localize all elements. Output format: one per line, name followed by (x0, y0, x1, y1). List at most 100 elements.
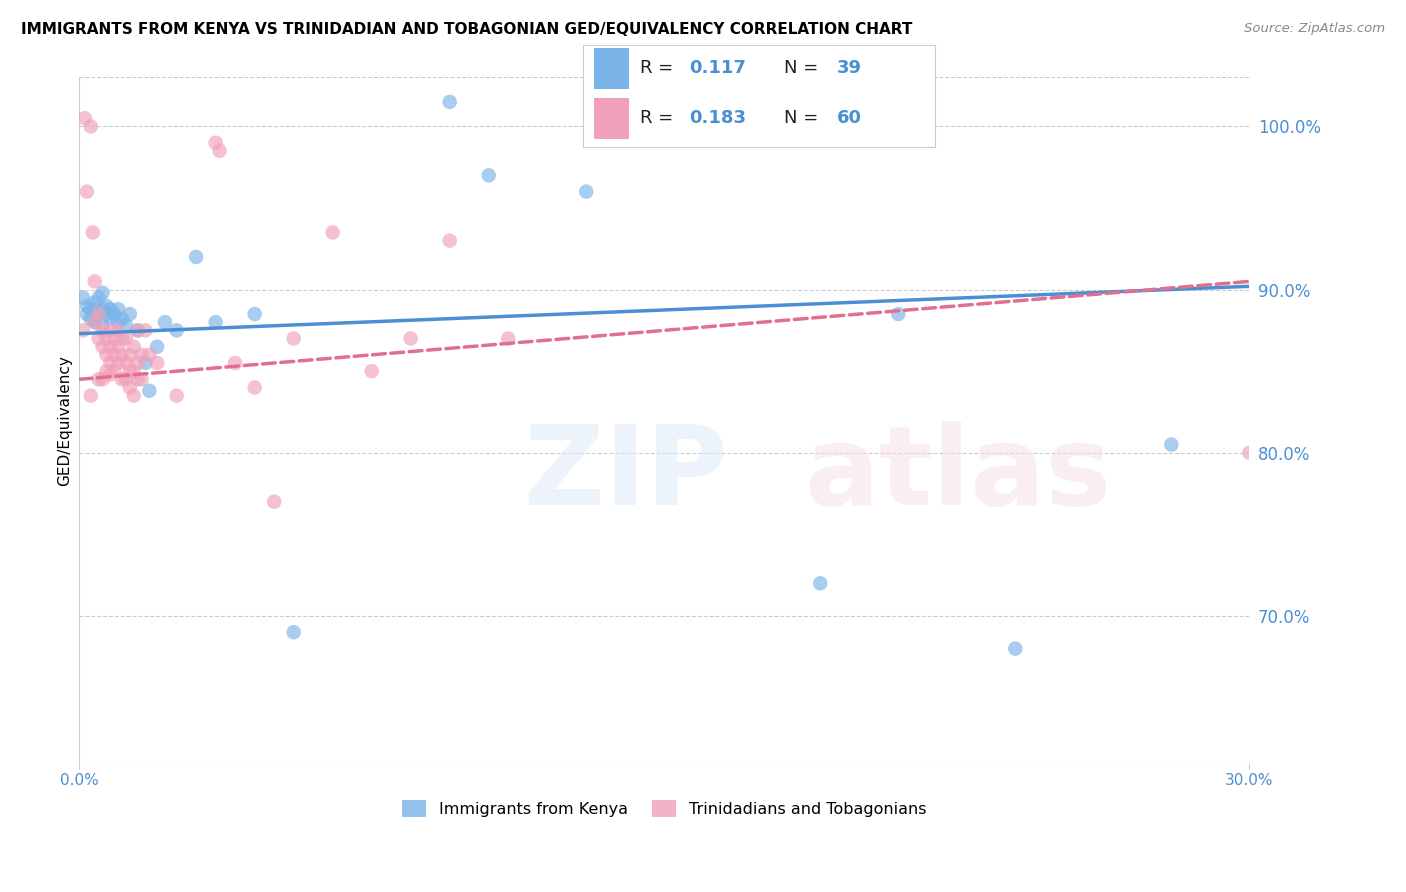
Text: ZIP: ZIP (524, 421, 727, 528)
Bar (593, 98, 630, 139)
Point (96, 299, 118, 313)
Point (204, 136, 226, 150)
Point (263, 494, 285, 508)
Point (122, 340, 145, 354)
Point (98, 368, 121, 382)
Text: 60: 60 (837, 110, 862, 128)
Point (322, 226, 344, 240)
Point (91, 285, 114, 300)
Point (87, 332, 110, 346)
Point (98, 312, 121, 326)
Point (127, 323, 149, 337)
Point (243, 307, 266, 321)
Point (96, 348, 118, 362)
Point (103, 307, 125, 321)
Point (115, 332, 138, 346)
Point (118, 348, 141, 362)
Point (115, 318, 138, 333)
Point (208, 144, 231, 158)
Point (107, 302, 129, 317)
Point (91, 323, 114, 337)
Point (103, 364, 125, 378)
Point (186, 250, 208, 264)
Point (283, 625, 305, 640)
Text: R =: R = (640, 110, 679, 128)
Point (107, 315, 129, 329)
Point (122, 364, 145, 378)
Point (131, 372, 153, 386)
Point (138, 384, 160, 398)
Point (138, 348, 160, 362)
Point (153, 315, 176, 329)
Point (118, 307, 141, 321)
Text: 0.117: 0.117 (689, 59, 745, 78)
Point (134, 323, 156, 337)
Point (80, 312, 103, 326)
Point (887, 307, 910, 321)
Point (73, 112, 96, 126)
Point (575, 185, 598, 199)
Point (111, 348, 134, 362)
Point (96, 307, 118, 321)
Text: 39: 39 (837, 59, 862, 78)
Point (134, 356, 156, 370)
Point (107, 323, 129, 337)
Point (283, 332, 305, 346)
Point (91, 340, 114, 354)
Point (111, 372, 134, 386)
Point (107, 356, 129, 370)
Point (80, 389, 103, 403)
Point (496, 332, 519, 346)
Point (76, 307, 98, 321)
Point (204, 315, 226, 329)
Bar (593, 47, 630, 88)
Point (96, 332, 118, 346)
Point (83, 295, 105, 310)
Point (146, 356, 169, 370)
Point (115, 356, 138, 370)
Point (118, 380, 141, 394)
Point (98, 340, 121, 354)
Point (91, 302, 114, 317)
Point (111, 312, 134, 326)
Text: 0.183: 0.183 (689, 110, 747, 128)
Point (127, 356, 149, 370)
Point (111, 332, 134, 346)
Point (98, 302, 121, 317)
Point (103, 348, 125, 362)
Point (103, 332, 125, 346)
Point (72, 323, 94, 337)
Text: atlas: atlas (804, 421, 1112, 528)
Point (439, 95, 461, 109)
Point (166, 389, 188, 403)
Point (118, 364, 141, 378)
Text: IMMIGRANTS FROM KENYA VS TRINIDADIAN AND TOBAGONIAN GED/EQUIVALENCY CORRELATION : IMMIGRANTS FROM KENYA VS TRINIDADIAN AND… (21, 22, 912, 37)
Point (808, 576, 831, 591)
Point (127, 372, 149, 386)
Point (122, 389, 145, 403)
Point (83, 274, 105, 288)
Point (1239, 446, 1261, 460)
Point (80, 120, 103, 134)
Point (107, 340, 129, 354)
Point (91, 372, 114, 386)
Text: R =: R = (640, 59, 679, 78)
Point (98, 356, 121, 370)
Point (439, 234, 461, 248)
Legend: Immigrants from Kenya, Trinidadians and Tobagonians: Immigrants from Kenya, Trinidadians and … (396, 794, 932, 823)
Point (224, 356, 246, 370)
Point (83, 315, 105, 329)
Point (76, 185, 98, 199)
Point (399, 332, 422, 346)
Point (72, 291, 94, 305)
Point (98, 323, 121, 337)
Point (127, 323, 149, 337)
Point (478, 169, 501, 183)
Point (87, 307, 110, 321)
Point (96, 364, 118, 378)
Point (76, 299, 98, 313)
Point (146, 340, 169, 354)
Point (115, 372, 138, 386)
Point (87, 372, 110, 386)
Text: N =: N = (785, 59, 824, 78)
